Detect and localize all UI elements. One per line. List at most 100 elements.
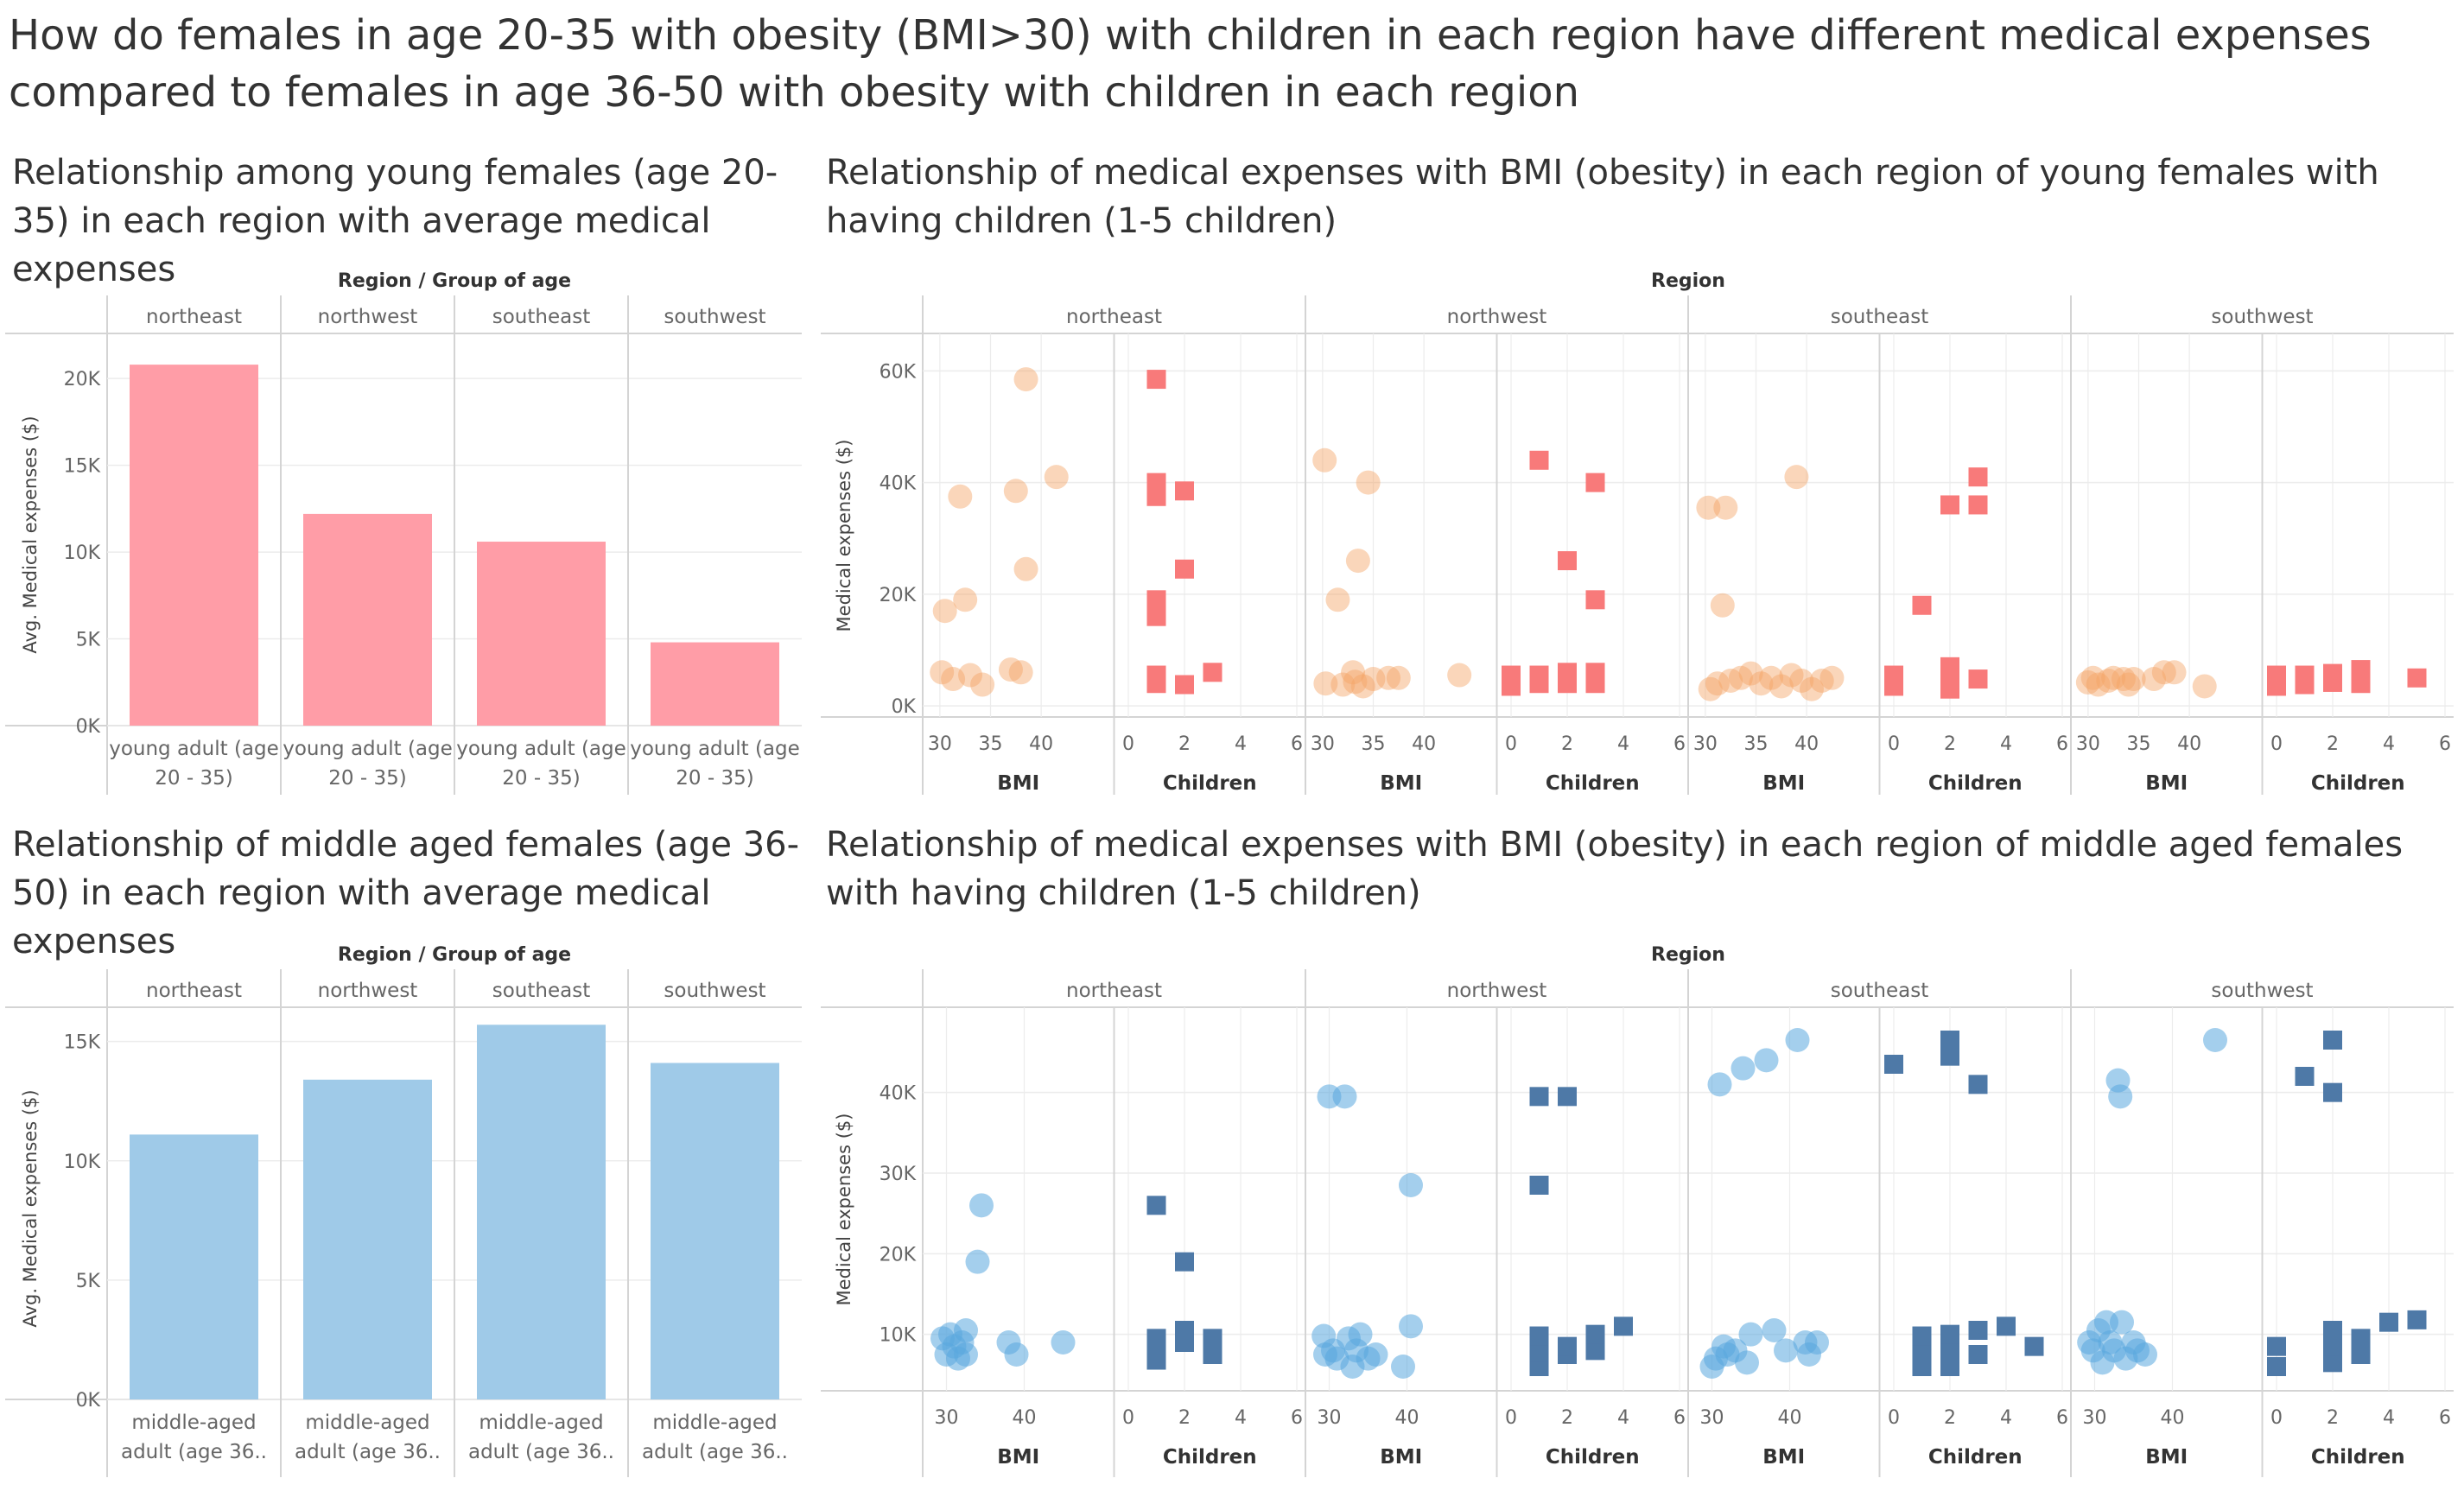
young-scatter-bmi-tick-label: 40 <box>1029 733 1053 755</box>
young-scatter-children-point <box>1502 665 1521 685</box>
young-scatter-bmi-point <box>1312 447 1337 473</box>
young-scatter-bmi-point <box>1809 669 1834 693</box>
middle-scatter-children-point <box>1912 1326 1932 1346</box>
middle-bar-region-label-southwest: southwest <box>664 980 765 1002</box>
middle-scatter-bmi-point <box>1707 1072 1732 1097</box>
young-scatter-bmi-point <box>1345 549 1370 574</box>
young-scatter-bmi-tick-label: 40 <box>1412 733 1436 755</box>
young-scatter-children-tick-label: 0 <box>1505 733 1517 755</box>
middle-scatter-bmi-point <box>2108 1084 2133 1109</box>
middle-scatter-children-point <box>1529 1176 1549 1195</box>
middle-scatter-children-point <box>2267 1336 2286 1356</box>
young-bar-bar-southwest <box>651 642 779 726</box>
middle-scatter-bmi-tick-label: 30 <box>2083 1407 2107 1429</box>
young-scatter-children-tick-label: 2 <box>1561 733 1573 755</box>
middle-bar-header: Region / Group of age <box>338 944 571 966</box>
middle-bar-category-label: adult (age 36.. <box>121 1441 267 1463</box>
young-scatter-children-tick-label: 4 <box>1235 733 1247 755</box>
middle-scatter-bmi-point <box>954 1318 978 1342</box>
middle-bar-y-tick-label: 5K <box>76 1271 101 1292</box>
middle-scatter-children-point <box>1529 1087 1549 1107</box>
young-scatter-children-point <box>1175 675 1194 695</box>
young-scatter-x-axis-title-bmi: BMI <box>2145 772 2188 795</box>
young-scatter-children-point <box>1585 663 1605 682</box>
young-scatter-y-tick-label: 60K <box>880 361 917 383</box>
young-scatter-children-point <box>1146 665 1166 685</box>
young-scatter-children-point <box>1968 669 1988 689</box>
middle-bar-bar-southwest <box>651 1063 779 1399</box>
middle-scatter-children-tick-label: 0 <box>1122 1407 1134 1429</box>
middle-bar-chart-title: Relationship of middle aged females (age… <box>12 825 800 961</box>
middle-scatter-children-point <box>1203 1345 1222 1364</box>
middle-scatter-x-axis-title-bmi: BMI <box>2145 1446 2188 1469</box>
middle-scatter-children-point <box>1940 1357 1959 1376</box>
middle-bar-y-tick-label: 10K <box>64 1152 101 1173</box>
young-scatter-bmi-tick-label: 35 <box>1362 733 1386 755</box>
young-scatter-bmi-tick-label: 30 <box>2076 733 2100 755</box>
middle-scatter-children-point <box>1529 1342 1549 1362</box>
middle-scatter-bmi-tick-label: 40 <box>1395 1407 1419 1429</box>
young-scatter-bmi-tick-label: 30 <box>1311 733 1335 755</box>
middle-scatter-children-point <box>1968 1345 1988 1364</box>
young-scatter-bmi-point <box>1784 465 1809 490</box>
middle-bar-chart-svg: Region / Group of age 0K 5K 10K 15K Avg. Medi… <box>5 944 802 1477</box>
young-bar-bar-southeast <box>477 542 606 726</box>
middle-scatter-bmi-point <box>1754 1048 1779 1073</box>
young-scatter-y-axis-title: Medical expenses ($) <box>834 440 854 632</box>
middle-scatter-children-point <box>2267 1357 2286 1376</box>
young-scatter-children-point <box>1203 663 1222 682</box>
young-scatter-bmi-point <box>1779 663 1804 688</box>
middle-scatter-children-tick-label: 4 <box>2383 1407 2395 1429</box>
young-bar-header: Region / Group of age <box>338 270 571 292</box>
middle-bar-category-label: middle-aged <box>652 1412 777 1434</box>
middle-scatter-region-label-southwest: southwest <box>2211 980 2313 1002</box>
middle-scatter-children-tick-label: 0 <box>1888 1407 1900 1429</box>
middle-scatter-children-tick-label: 0 <box>1505 1407 1517 1429</box>
young-bar-y-axis-title: Avg. Medical expenses ($) <box>20 416 41 653</box>
middle-bar-category-label: middle-aged <box>479 1412 603 1434</box>
middle-scatter-bmi-point <box>1735 1350 1759 1375</box>
middle-scatter-children-point <box>2024 1336 2044 1356</box>
young-scatter-children-tick-label: 6 <box>1291 733 1303 755</box>
middle-scatter-region-label-northeast: northeast <box>1066 980 1162 1002</box>
young-scatter-bmi-tick-label: 35 <box>2127 733 2151 755</box>
young-scatter-bmi-point <box>1769 674 1794 699</box>
middle-scatter-children-point <box>1146 1196 1166 1215</box>
young-bar-category-label: young adult (age <box>630 738 800 760</box>
middle-scatter-y-tick-label: 40K <box>880 1083 917 1105</box>
middle-bar-category-label: adult (age 36.. <box>642 1441 788 1463</box>
middle-scatter-children-point <box>2323 1353 2342 1373</box>
middle-scatter-children-tick-label: 6 <box>2439 1407 2451 1429</box>
middle-scatter-bmi-point <box>1738 1322 1763 1347</box>
young-scatter-region-label-southwest: southwest <box>2211 306 2313 328</box>
middle-bar-category-label: middle-aged <box>305 1412 429 1434</box>
middle-scatter-bmi-tick-label: 40 <box>2161 1407 2185 1429</box>
middle-scatter-bmi-point <box>1051 1330 1076 1355</box>
middle-scatter-children-point <box>2323 1321 2342 1340</box>
young-scatter-children-tick-label: 4 <box>1617 733 1629 755</box>
middle-scatter-bmi-tick-label: 30 <box>935 1407 959 1429</box>
young-scatter-children-point <box>1940 657 1959 676</box>
middle-scatter-children-tick-label: 2 <box>1944 1407 1956 1429</box>
middle-scatter-children-tick-label: 6 <box>1291 1407 1303 1429</box>
young-scatter-bmi-point <box>930 660 955 685</box>
young-scatter-bmi-point <box>1705 671 1730 696</box>
middle-scatter-bmi-tick-label: 30 <box>1318 1407 1342 1429</box>
young-scatter-chart: Region 0K 20K 40K 60K Medical expenses ($) nor… <box>821 259 2454 795</box>
young-scatter-bmi-point <box>1386 665 1411 690</box>
young-scatter-bmi-point <box>941 667 966 692</box>
young-scatter-children-point <box>1175 559 1194 579</box>
young-scatter-bmi-tick-label: 40 <box>1794 733 1819 755</box>
middle-scatter-children-point <box>1585 1341 1605 1361</box>
young-scatter-children-point <box>2295 665 2315 685</box>
young-scatter-bmi-point <box>1447 663 1472 688</box>
young-scatter-bmi-point <box>1728 665 1753 690</box>
young-scatter-bmi-point <box>1341 660 1366 685</box>
young-scatter-bmi-tick-label: 30 <box>928 733 952 755</box>
middle-scatter-x-axis-title-children: Children <box>1163 1446 1257 1469</box>
middle-bar-region-label-northeast: northeast <box>146 980 242 1002</box>
young-bar-chart: Region / Group of age 0K 5K 10K 15K 20K Avg. M… <box>5 259 809 795</box>
middle-scatter-bmi-point <box>1399 1173 1423 1197</box>
middle-scatter-y-tick-label: 10K <box>880 1325 917 1347</box>
middle-scatter-x-axis-title-bmi: BMI <box>1380 1446 1422 1469</box>
